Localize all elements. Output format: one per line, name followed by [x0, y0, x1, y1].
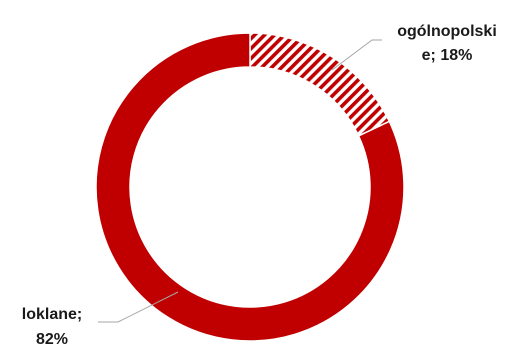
- data-label-line: e; 18%: [422, 47, 473, 64]
- slice-loklane: [95, 32, 405, 342]
- leader-line-loklane: [98, 291, 179, 323]
- data-label-loklane: loklane; 82%: [22, 306, 82, 348]
- data-labels: ogólnopolski e; 18% loklane; 82%: [22, 23, 497, 348]
- data-label-ogolnopolskie: ogólnopolski e; 18%: [397, 23, 497, 64]
- slice-ogolnopolskie: [249, 32, 391, 137]
- doughnut-slices: [95, 32, 405, 342]
- leader-line-ogolnopolskie: [331, 39, 382, 71]
- data-label-line: ogólnopolski: [397, 23, 497, 40]
- data-label-line: 82%: [36, 331, 68, 348]
- leader-lines: [98, 39, 382, 323]
- data-label-line: loklane;: [22, 306, 82, 323]
